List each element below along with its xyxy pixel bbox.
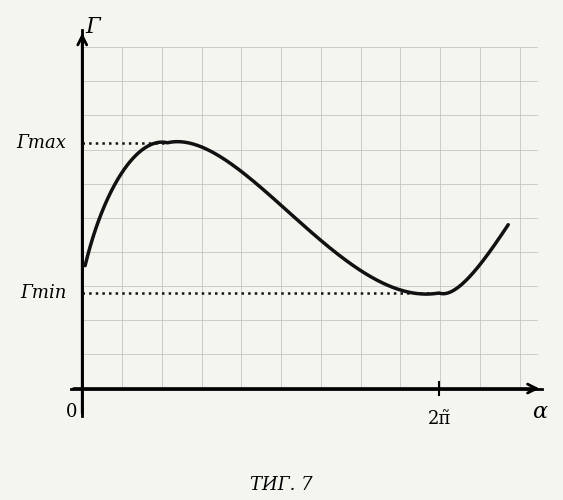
Text: Гmin: Гmin — [20, 284, 66, 302]
Text: ΤИГ. 7: ΤИГ. 7 — [250, 476, 313, 494]
Text: 2π̃: 2π̃ — [427, 410, 450, 428]
Text: 0: 0 — [66, 404, 78, 421]
Text: Гmax: Гmax — [16, 134, 66, 152]
Text: Г: Г — [85, 16, 100, 38]
Text: α: α — [532, 402, 547, 423]
